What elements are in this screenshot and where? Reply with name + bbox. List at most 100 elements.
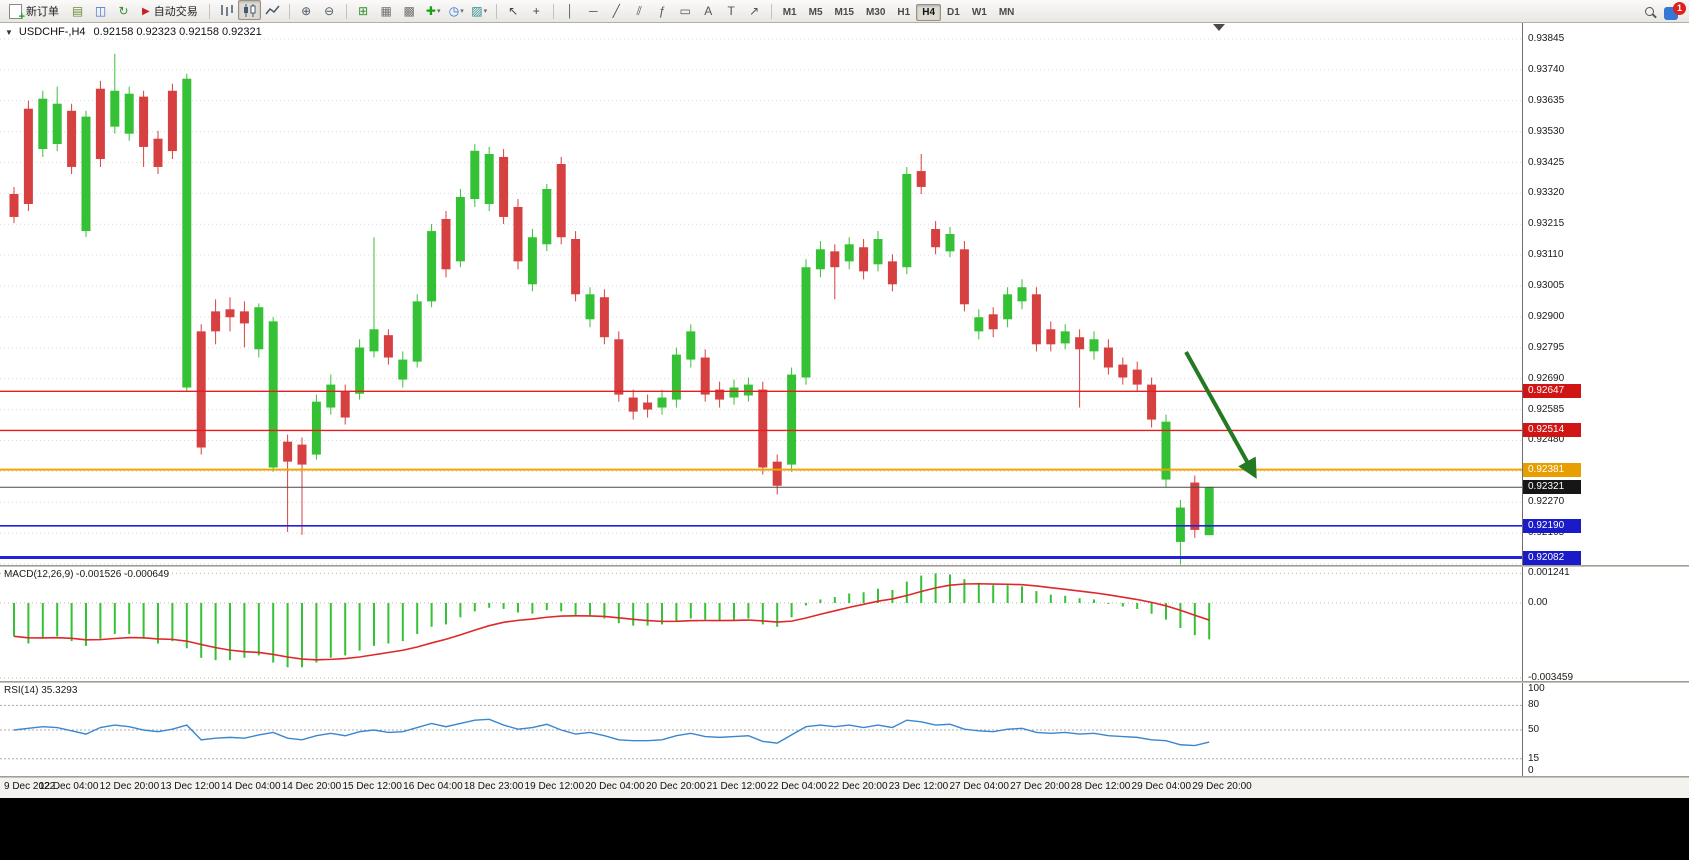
timeframe-m5-button[interactable]: M5 xyxy=(808,7,823,18)
toolbar-separator xyxy=(495,3,497,19)
crosshair-icon[interactable]: + xyxy=(532,4,540,18)
rsi-axis-label: 15 xyxy=(1528,752,1540,764)
price-line-badge: 0.92082 xyxy=(1523,550,1581,565)
rsi-panel[interactable]: RSI(14) 35.3293 xyxy=(0,683,1522,776)
chart-ohlc-values: 0.92158 0.92323 0.92158 0.92321 xyxy=(93,26,262,38)
new-order-button[interactable]: 新订单 xyxy=(3,2,65,23)
bottom-filler xyxy=(0,798,1689,860)
price-axis-label: 0.93320 xyxy=(1528,187,1565,199)
panel-splitter[interactable] xyxy=(0,565,1689,567)
time-axis-label: 27 Dec 20:00 xyxy=(1010,781,1070,792)
price-axis-label: 0.92585 xyxy=(1528,403,1565,415)
templates-button[interactable]: ▨ ▾ xyxy=(471,4,488,18)
price-axis-label: 0.92690 xyxy=(1528,372,1565,384)
time-axis-label: 22 Dec 04:00 xyxy=(767,781,827,792)
chart-title: ▼ USDCHF-,H4 0.92158 0.92323 0.92158 0.9… xyxy=(5,26,262,38)
auto-arrange-icon[interactable]: ▦ xyxy=(380,4,392,18)
autotrading-button[interactable]: ▶ 自动交易 xyxy=(136,2,204,21)
panel-splitter[interactable] xyxy=(0,681,1689,683)
zoom-out-icon[interactable]: ⊖ xyxy=(324,4,335,18)
rsi-chart xyxy=(0,704,1522,760)
timeframe-h1-button[interactable]: H1 xyxy=(897,7,911,18)
line-mode-icon[interactable] xyxy=(261,0,284,20)
arrow-object-icon[interactable]: ↗ xyxy=(749,3,760,18)
time-axis-label: 20 Dec 20:00 xyxy=(645,781,706,792)
main-chart-panel[interactable]: ▼ USDCHF-,H4 0.92158 0.92323 0.92158 0.9… xyxy=(0,22,1522,565)
new-order-label: 新订单 xyxy=(26,6,59,18)
notifications-button[interactable]: 1 xyxy=(1662,1,1686,21)
time-axis-label: 9 Dec 2022 xyxy=(4,781,56,792)
profiles-icon[interactable]: ◫ xyxy=(94,4,107,18)
time-axis-label: 21 Dec 12:00 xyxy=(706,781,767,792)
macd-panel[interactable]: MACD(12,26,9) -0.001526 -0.000649 xyxy=(0,567,1522,681)
macd-signal-line xyxy=(13,582,1210,661)
price-line-badge: 0.92381 xyxy=(1523,462,1581,477)
timeframe-m30-button[interactable]: M30 xyxy=(865,7,886,18)
macd-histogram xyxy=(13,573,1211,668)
rsi-axis-label: 0 xyxy=(1528,765,1534,776)
periods-button[interactable]: ◷ ▾ xyxy=(448,4,464,18)
trend-arrow-annotation[interactable] xyxy=(1184,351,1257,479)
label-icon[interactable]: T xyxy=(727,3,735,18)
text-icon[interactable]: A xyxy=(704,3,713,18)
timeframe-m15-button[interactable]: M15 xyxy=(834,7,854,18)
open-chart-icon[interactable]: ▤ xyxy=(71,4,84,18)
search-icon[interactable] xyxy=(1638,1,1661,21)
price-gridlines xyxy=(0,38,1522,565)
cascade-windows-icon[interactable]: ▩ xyxy=(403,4,415,18)
chart-collapse-icon[interactable]: ▼ xyxy=(5,27,13,37)
horizontal-line-icon[interactable]: ─ xyxy=(588,3,598,18)
panel-splitter[interactable] xyxy=(0,776,1689,778)
time-axis[interactable]: 9 Dec 2022 12 Dec 04:00 12 Dec 20:00 13 Dec… xyxy=(0,778,1689,798)
candlestick-chart[interactable] xyxy=(0,22,1522,565)
candles-mode-icon[interactable] xyxy=(237,0,261,21)
time-axis-label: 29 Dec 20:00 xyxy=(1192,781,1252,792)
indicators-button[interactable]: ✚ ▾ xyxy=(425,4,441,18)
price-axis-label: 0.93005 xyxy=(1528,280,1565,292)
toolbar-separator xyxy=(288,3,290,19)
fibonacci-icon[interactable]: ƒ xyxy=(658,3,666,18)
toolbar-separator xyxy=(208,3,210,19)
macd-label: MACD(12,26,9) -0.001526 -0.000649 xyxy=(4,569,170,580)
price-axis-label: 0.92270 xyxy=(1528,496,1565,508)
zoom-in-icon[interactable]: ⊕ xyxy=(301,4,312,18)
time-axis-label: 28 Dec 12:00 xyxy=(1070,781,1131,792)
timeframe-d1-button[interactable]: D1 xyxy=(947,7,960,18)
bars-mode-icon[interactable] xyxy=(215,0,238,20)
horizontal-line-objects[interactable] xyxy=(0,390,1522,560)
price-axis-label: 0.93530 xyxy=(1528,125,1565,137)
price-line-badge: 0.92647 xyxy=(1523,384,1581,399)
timeframe-w1-button[interactable]: W1 xyxy=(971,7,987,18)
price-axis-label: 0.93845 xyxy=(1528,33,1565,44)
cursor-icon[interactable]: ↖ xyxy=(508,4,519,18)
timeframe-h4-button[interactable]: H4 xyxy=(916,4,942,21)
tile-windows-icon[interactable]: ⊞ xyxy=(358,4,369,18)
rsi-label: RSI(14) 35.3293 xyxy=(4,685,78,696)
chart-shift-marker[interactable] xyxy=(1213,24,1225,31)
price-axis-label: 0.93635 xyxy=(1528,94,1565,106)
dropdown-caret-icon: ▾ xyxy=(460,8,464,15)
vertical-line-icon[interactable]: │ xyxy=(566,3,574,18)
timeframe-m1-button[interactable]: M1 xyxy=(782,7,797,18)
price-axis-label: 0.92795 xyxy=(1528,341,1565,353)
time-axis-label: 29 Dec 04:00 xyxy=(1131,781,1192,792)
macd-chart xyxy=(0,572,1522,679)
magnifier-icon xyxy=(1645,6,1654,16)
toolbar-separator xyxy=(552,3,554,19)
time-axis-label: 15 Dec 12:00 xyxy=(342,781,402,792)
timeframe-mn-button[interactable]: MN xyxy=(998,7,1015,18)
trendline-icon[interactable]: ╱ xyxy=(612,3,620,18)
shapes-icon[interactable]: ▭ xyxy=(679,3,691,18)
time-axis-label: 12 Dec 04:00 xyxy=(38,781,99,792)
time-axis-label: 27 Dec 04:00 xyxy=(949,781,1009,792)
refresh-icon[interactable]: ↻ xyxy=(118,4,129,18)
price-axis[interactable]: 0.93845 0.93740 0.93635 0.93530 0.93425 0.933… xyxy=(1522,22,1689,777)
rsi-line xyxy=(13,718,1210,747)
toolbar: 新订单 ▤ ◫ ↻ ▶ 自动交易 ⊕ ⊖ ⊞ ▦ ▩ ✚▾ ◷▾ ▨▾ ↖ + │ ─ ╱ ⫽ ƒ ▭ AT… xyxy=(0,0,1689,23)
time-axis-label: 20 Dec 04:00 xyxy=(585,781,645,792)
price-axis-label: 0.93110 xyxy=(1528,249,1564,261)
new-order-icon xyxy=(9,3,25,23)
autotrading-label: 自动交易 xyxy=(153,6,198,18)
notification-count-badge: 1 xyxy=(1673,1,1686,15)
channel-icon[interactable]: ⫽ xyxy=(636,3,642,18)
